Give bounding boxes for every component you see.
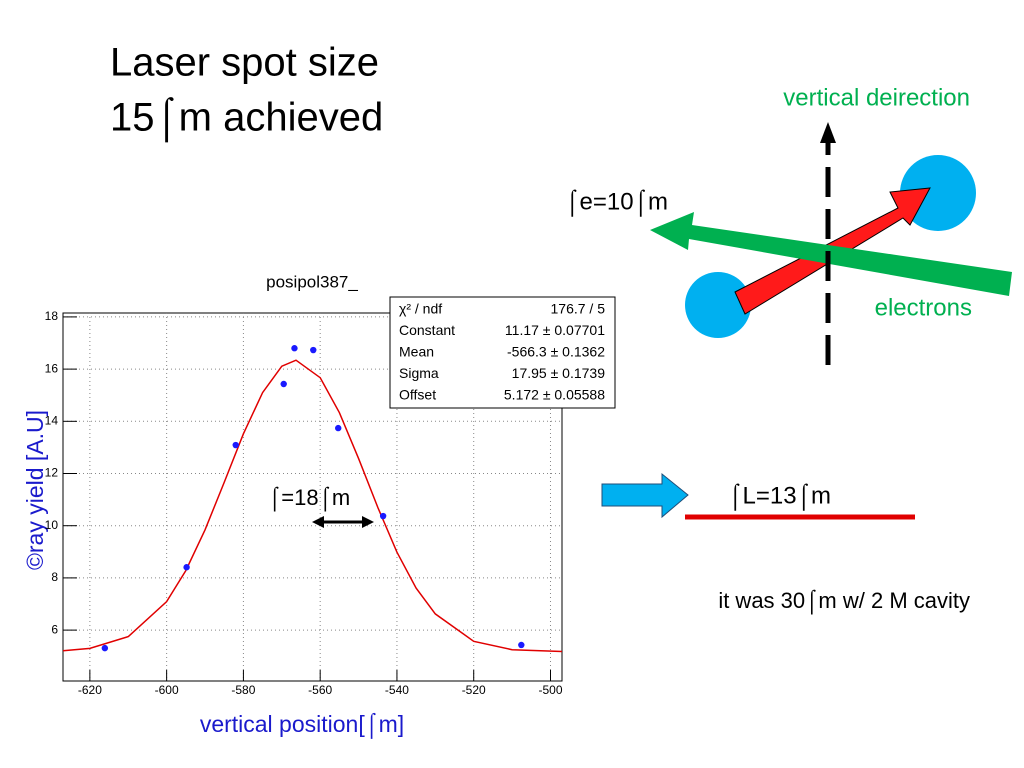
y-tick-label: 18 (45, 309, 59, 323)
stats-value: 17.95 ± 0.1739 (512, 365, 606, 381)
green-arrow (650, 212, 1012, 296)
plot-frame (62, 312, 563, 682)
data-point (379, 512, 387, 520)
x-tick-label: -600 (155, 683, 179, 697)
circle (900, 155, 976, 231)
stats-label: χ² / ndf (399, 301, 442, 317)
slide-title: Laser spot size (110, 41, 379, 85)
data-point (232, 441, 239, 449)
electrons-label: electrons (875, 294, 972, 321)
fit-curve (62, 359, 563, 653)
data-point (101, 644, 109, 652)
x-tick-label: -540 (385, 683, 409, 697)
x-tick-label: -580 (231, 683, 255, 697)
annotation: ⌠=18⌠m (268, 485, 350, 512)
y-tick-label: 6 (51, 622, 58, 636)
y-tick-label: 8 (51, 570, 58, 584)
x-axis-label: vertical position[⌠m] (200, 711, 404, 739)
stats-value: 5.172 ± 0.05588 (504, 387, 605, 403)
data-point (518, 641, 525, 649)
stats-frame (389, 296, 616, 409)
note: it was 30⌠m w/ 2 M cavity (718, 588, 970, 615)
sigma-e: ⌠e=10⌠m (565, 188, 668, 217)
arrow-head (312, 516, 324, 528)
plot: 6 8 10 12 14 16 18 -620 -600 -580 -560 -540 -520 -500 (45, 309, 563, 697)
y-tick-label: 14 (45, 413, 59, 427)
overlay: ⌠=18⌠m (268, 485, 374, 528)
arrow-head (362, 516, 374, 528)
stats-label: Sigma (399, 365, 439, 381)
arrow-head (820, 122, 836, 143)
circle (685, 272, 751, 338)
y-tick-label: 10 (45, 518, 59, 532)
y-tick-label: 12 (45, 466, 59, 480)
stats-label: Offset (399, 387, 436, 403)
x-tick-label: -620 (78, 683, 102, 697)
x-tick-label: -520 (462, 683, 486, 697)
data-point (291, 345, 298, 352)
stats-value: -566.3 ± 0.1362 (507, 344, 605, 360)
x-tick-label: -500 (538, 683, 562, 697)
sigma-l: ⌠L=13⌠m (728, 482, 831, 511)
stats-value: 11.17 ± 0.07701 (505, 322, 605, 338)
data-point (335, 424, 342, 432)
chart-title: posipol387_ (266, 272, 358, 291)
direction-label: vertical deirection (783, 84, 970, 111)
data-point (183, 564, 190, 571)
y-tick-label: 16 (45, 361, 59, 375)
stats-value: 176.7 / 5 (551, 301, 606, 317)
y-axis-label: ©ray yield [A.U] (22, 410, 48, 570)
stats-label: Mean (399, 344, 434, 360)
data-point (280, 380, 287, 388)
slide-title: 15⌠m achieved (110, 96, 383, 144)
blue-arrow (601, 472, 689, 519)
data-point (310, 346, 317, 354)
stats-box: χ² / ndf 176.7 / 5 Constant 11.17 ± 0.07701… (389, 296, 616, 409)
stats-label: Constant (399, 322, 455, 338)
x-tick-label: -560 (308, 683, 332, 697)
